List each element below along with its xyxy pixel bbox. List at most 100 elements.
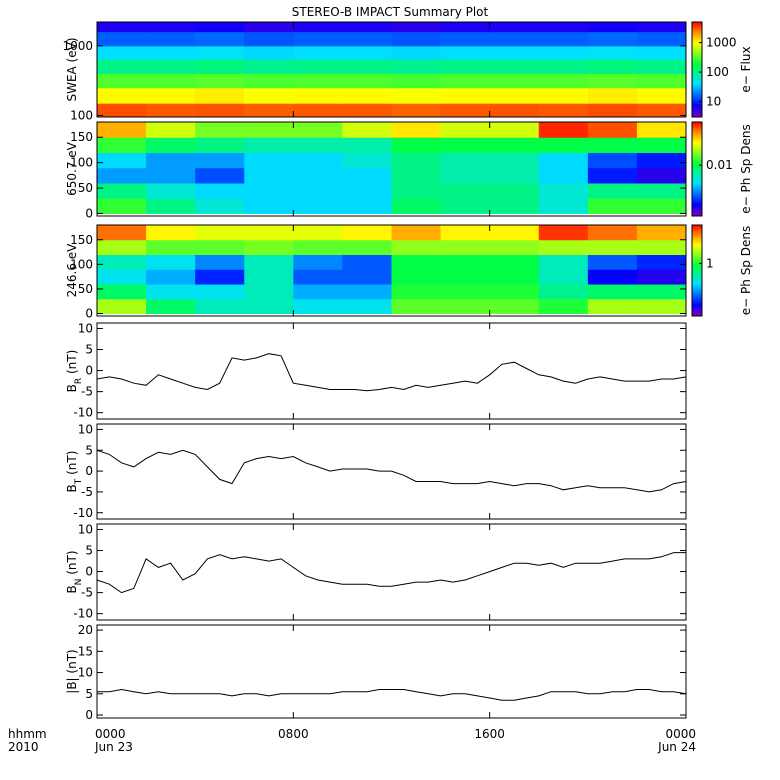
heatmap-cell [489,31,540,47]
heatmap-cell [538,87,589,104]
heatmap-cell [391,122,442,138]
heatmap-cell [636,239,687,256]
heatmap-cell [146,298,196,315]
colorbar-label: e− Flux [739,46,753,92]
heatmap-cell [146,152,196,169]
data-line [96,449,687,493]
panel-frame [96,624,687,719]
y-tick-label: -10 [73,506,93,520]
heatmap-cell [636,269,687,285]
heatmap-cell [587,167,638,184]
heatmap-cell [636,198,687,214]
heatmap-cell [538,225,589,241]
heatmap-cell [195,284,245,300]
heatmap-cell [391,22,442,33]
heatmap-cell [146,31,196,47]
heatmap-cell [293,298,343,315]
heatmap-cell [195,254,245,270]
heatmap-cell [342,137,392,153]
heatmap-cell [440,269,491,285]
heatmap-cell [391,73,442,89]
colorbar-label: e− Ph Sp Dens [739,226,753,315]
heatmap-cell [195,58,245,75]
y-tick-label: 10 [78,321,93,335]
y-tick-label: 5 [85,443,93,457]
heatmap-cell [440,137,491,153]
heatmap-cell [244,45,294,60]
y-axis-label-part: B [65,484,79,492]
heatmap-cell [440,22,491,33]
heatmap-cell [391,182,442,199]
heatmap-cell [391,269,442,285]
x-axis-year: 2010 [8,740,39,754]
heatmap-cell [244,239,294,256]
heatmap-cell [342,122,392,138]
heatmap-cell [97,269,147,285]
y-axis-label: |B| (nT) [65,649,79,693]
y-tick-label: 20 [78,623,93,637]
colorbar-tick-label: 0.01 [706,158,733,172]
heatmap-cell [97,239,147,256]
heatmap-cell [636,73,687,89]
heatmap-cell [244,298,294,315]
heatmap-cell [587,182,638,199]
heatmap-cell [97,45,147,60]
panel-frame [96,21,687,118]
heatmap-cell [489,239,540,256]
heatmap-cell [195,22,245,33]
y-axis-label-part: T [74,478,84,485]
heatmap-cell [195,137,245,153]
heatmap-cell [538,31,589,47]
heatmap-cell [244,58,294,75]
heatmap-cell [293,122,343,138]
heatmap-cell [195,45,245,60]
heatmap-cell [293,31,343,47]
heatmap-cell [440,73,491,89]
heatmap-cell [342,22,392,33]
heatmap-cell [538,103,589,118]
heatmap-cell [146,198,196,214]
heatmap-cell [391,239,442,256]
y-tick-label: -5 [81,485,93,499]
heatmap-cell [587,225,638,241]
heatmap-cell [391,87,442,104]
heatmap-cell [587,31,638,47]
heatmap-cell [489,225,540,241]
heatmap-cell [587,45,638,60]
colorbar [691,121,703,217]
y-tick-label: 50 [78,282,93,296]
heatmap-cell [195,298,245,315]
heatmap-cell [587,103,638,118]
heatmap-cell [342,239,392,256]
heatmap-cell [538,239,589,256]
heatmap-cell [440,45,491,60]
y-tick-label: 0 [85,364,93,378]
heatmap-cell [538,45,589,60]
y-axis-label: 246.6 eV [65,243,79,298]
heatmap-cell [293,58,343,75]
heatmap-cell [489,254,540,270]
heatmap-cell [342,198,392,214]
heatmap-cell [244,137,294,153]
heatmap-cell [440,284,491,300]
colorbar-tick-label: 100 [706,65,729,79]
heatmap-cell [146,239,196,256]
heatmap-cell [489,45,540,60]
heatmap-cell [97,167,147,184]
heatmap-cell [293,284,343,300]
heatmap-cell [146,182,196,199]
y-tick-label: 5 [85,544,93,558]
heatmap-cell [195,31,245,47]
y-axis-label: 650.7 eV [65,141,79,196]
heatmap-cell [538,167,589,184]
heatmap-cell [244,31,294,47]
heatmap-cell [489,167,540,184]
y-tick-label: 0 [85,708,93,722]
heatmap-cell [636,167,687,184]
y-tick-label: 15 [78,644,93,658]
panel-frame [96,523,687,621]
heatmap-cell [293,167,343,184]
heatmap-cell [587,137,638,153]
heatmap-cell [97,73,147,89]
